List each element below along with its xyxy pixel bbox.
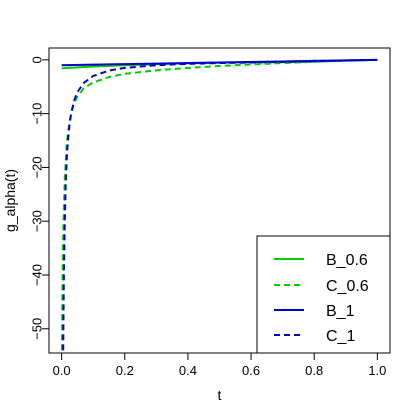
x-axis: 0.0 0.2 0.4 0.6 0.8 1.0 — [53, 352, 386, 378]
legend-label-c-0-6: C_0.6 — [326, 278, 369, 295]
y-tick-label-0: 0 — [29, 56, 44, 63]
x-tick-label-1: 0.2 — [116, 363, 134, 378]
legend-box — [256, 235, 391, 354]
y-axis-label: g_alpha(t) — [2, 169, 18, 232]
series-line-c-1 — [62, 58, 378, 351]
x-tick-label-3: 0.6 — [242, 363, 260, 378]
y-tick-label-5: −50 — [30, 318, 45, 340]
legend: B_0.6 C_0.6 B_1 C_1 — [256, 235, 391, 354]
y-tick-label-1: −10 — [30, 103, 45, 125]
x-tick-label-4: 0.8 — [305, 363, 323, 378]
y-tick-label-4: −40 — [30, 264, 45, 286]
x-tick-label-5: 1.0 — [368, 363, 386, 378]
y-axis: 0 −10 −20 −30 −40 −50 — [29, 56, 50, 340]
series-line-c-0-6 — [60, 58, 378, 351]
x-tick-label-2: 0.4 — [179, 363, 197, 378]
y-tick-label-3: −30 — [30, 210, 45, 232]
series-layer — [60, 58, 378, 351]
y-tick-label-2: −20 — [30, 156, 45, 178]
legend-label-b-0-6: B_0.6 — [326, 252, 368, 269]
series-group — [60, 58, 378, 351]
x-tick-label-0: 0.0 — [53, 363, 71, 378]
legend-label-b-1: B_1 — [326, 303, 355, 320]
x-axis-label: t — [218, 387, 222, 403]
legend-label-c-1: C_1 — [326, 328, 355, 345]
